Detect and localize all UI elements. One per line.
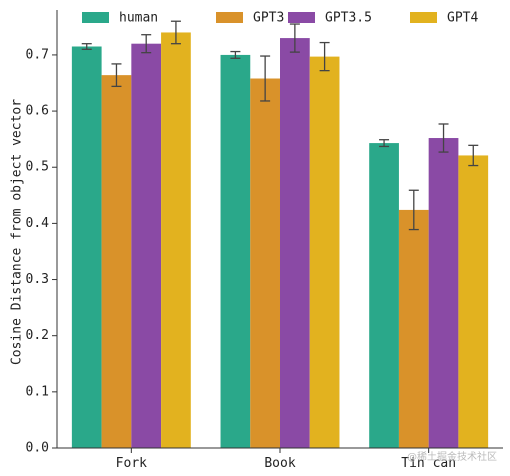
bar-human-tin-can: [369, 143, 399, 449]
legend-swatch: [216, 12, 243, 23]
y-tick-label: 0.4: [26, 216, 50, 231]
bar-gpt3-fork: [101, 75, 132, 448]
bar-gpt3-5-tin-can: [428, 138, 459, 448]
bar-gpt3-5-book: [280, 38, 310, 448]
y-tick-label: 0.7: [26, 47, 49, 62]
bar-human-fork: [71, 46, 102, 448]
bar-gpt4-tin-can: [458, 155, 489, 448]
y-tick-label: 0.1: [26, 384, 49, 399]
bar-gpt3-book: [250, 78, 280, 448]
bar-human-book: [220, 54, 251, 449]
x-tick-label: Tin can: [401, 456, 456, 471]
legend-label: GPT3.5: [325, 11, 372, 26]
watermark: @稀土掘金技术社区: [407, 450, 497, 463]
y-tick-label: 0.6: [26, 104, 49, 119]
x-tick-label: Fork: [116, 456, 147, 471]
legend-swatch: [288, 12, 315, 23]
x-tick-label: Book: [264, 456, 295, 471]
bar-gpt3-tin-can: [398, 209, 429, 448]
legend-label: GPT3: [253, 11, 284, 26]
bar-gpt3-5-fork: [131, 43, 162, 448]
y-axis-label: Cosine Distance from object vector: [10, 99, 25, 365]
y-ticks: 0.0 0.1 0.2 0.3 0.4 0.5 0.6 0.7: [26, 47, 57, 456]
bars-layer: [71, 32, 489, 449]
bar-gpt4-book: [309, 56, 340, 448]
error-bars-layer: [81, 20, 479, 231]
legend: human GPT3 GPT3.5 GPT4: [82, 11, 478, 26]
legend-swatch: [82, 12, 109, 23]
legend-label: GPT4: [447, 11, 478, 26]
legend-label: human: [119, 11, 158, 26]
x-ticks: Fork Book Tin can: [116, 448, 456, 471]
y-tick-label: 0.5: [26, 160, 49, 175]
y-tick-label: 0.3: [26, 272, 49, 287]
y-tick-label: 0.0: [26, 441, 49, 456]
bar-gpt4-fork: [161, 32, 191, 448]
legend-swatch: [410, 12, 437, 23]
y-tick-label: 0.2: [26, 328, 49, 343]
